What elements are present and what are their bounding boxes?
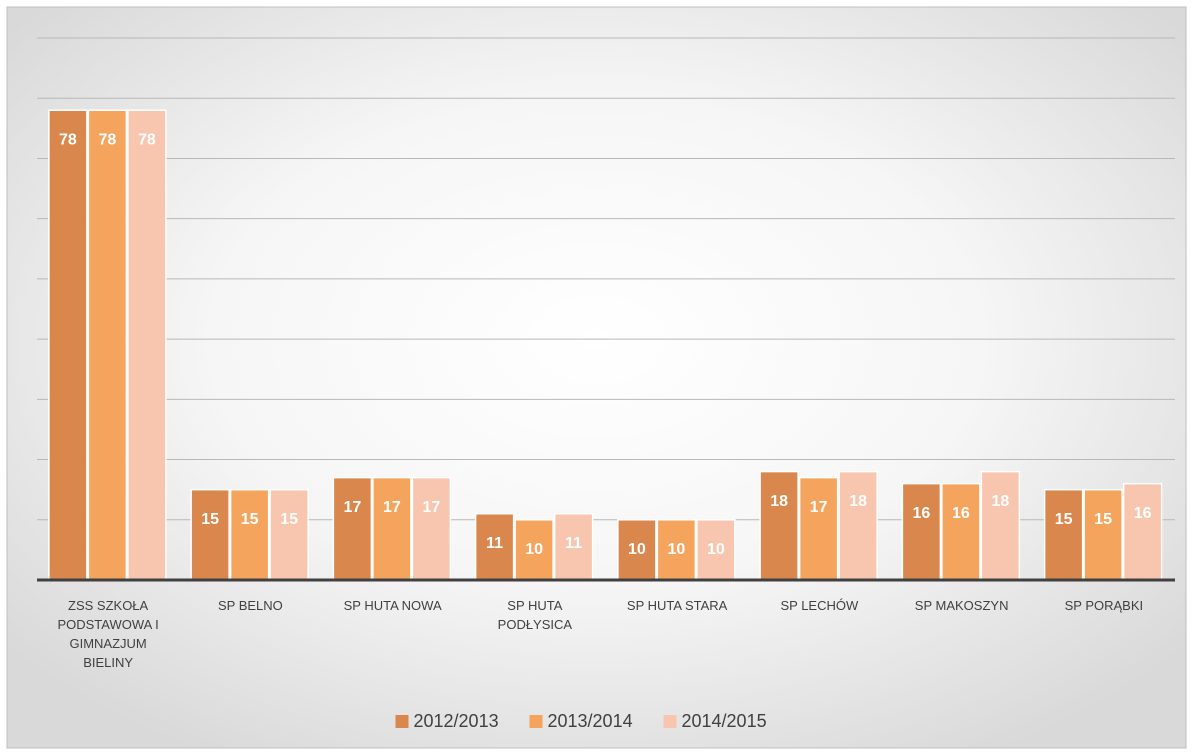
- x-tick-label: SP PORĄBKI: [1064, 598, 1144, 613]
- bar: [1122, 482, 1163, 581]
- data-label: 11: [486, 535, 503, 552]
- bar: [1043, 488, 1084, 581]
- data-label: 16: [1134, 505, 1152, 522]
- bar: [980, 470, 1021, 581]
- data-label: 10: [525, 541, 543, 558]
- bar: [514, 519, 554, 581]
- x-tick-label: SP HUTA STARA: [626, 598, 728, 613]
- bar: [798, 476, 839, 581]
- bar: [411, 476, 452, 581]
- bar: [190, 488, 230, 581]
- bar: [229, 488, 270, 581]
- data-label: 11: [565, 535, 582, 552]
- data-label: 18: [770, 493, 788, 510]
- x-tick-label: ZSS SZKOŁA PODSTAWOWA I GIMNAZJUM BIELIN…: [57, 598, 159, 670]
- bar: [474, 513, 515, 581]
- data-label: 15: [201, 511, 219, 528]
- data-label: 17: [383, 499, 401, 516]
- data-label: 16: [912, 505, 930, 522]
- data-label: 10: [628, 541, 646, 558]
- bar: [901, 482, 942, 581]
- legend-swatch: [663, 715, 677, 728]
- background: [6, 6, 1187, 749]
- bar: [332, 476, 373, 581]
- legend-swatch: [529, 715, 543, 728]
- bar: [87, 109, 128, 581]
- bar: [617, 519, 657, 581]
- bar: [48, 109, 88, 581]
- data-label: 10: [667, 541, 685, 558]
- data-label: 10: [707, 541, 725, 558]
- legend-swatch: [395, 715, 409, 728]
- bar: [1083, 488, 1123, 581]
- bar: [941, 482, 981, 581]
- x-tick-label: SP BELNO: [217, 598, 283, 613]
- data-label: 17: [810, 499, 828, 516]
- x-tick-label: SP LECHÓW: [780, 598, 859, 613]
- data-label: 15: [1055, 511, 1073, 528]
- data-label: 78: [138, 131, 156, 148]
- data-label: 18: [991, 493, 1009, 510]
- data-label: 15: [241, 511, 259, 528]
- bar: [696, 519, 736, 581]
- data-label: 18: [849, 493, 867, 510]
- bar: [269, 488, 309, 581]
- data-label: 15: [280, 511, 298, 528]
- bar: [372, 476, 412, 581]
- legend-label: 2012/2013: [414, 711, 499, 731]
- x-tick-label: SP HUTA NOWA: [343, 598, 442, 613]
- data-label: 17: [422, 499, 440, 516]
- bar: [759, 470, 799, 581]
- bar: [656, 519, 697, 581]
- bar: [127, 109, 167, 581]
- data-label: 16: [952, 505, 970, 522]
- data-label: 78: [98, 131, 116, 148]
- legend-label: 2013/2014: [548, 711, 633, 731]
- x-tick-label: SP HUTA PODŁYSICA: [497, 598, 573, 632]
- x-tick-label: SP MAKOSZYN: [914, 598, 1009, 613]
- bar: [838, 470, 878, 581]
- data-label: 78: [59, 131, 77, 148]
- data-label: 17: [343, 499, 361, 516]
- data-label: 15: [1094, 511, 1112, 528]
- legend-label: 2014/2015: [682, 711, 767, 731]
